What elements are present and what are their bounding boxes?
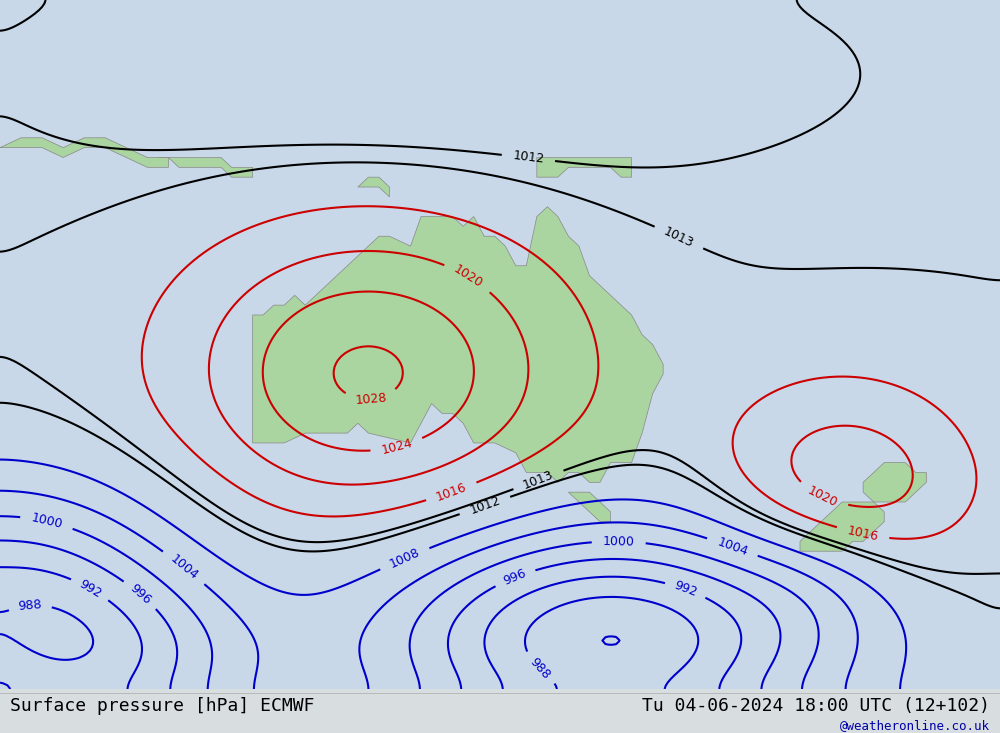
Text: Tu 04-06-2024 18:00 UTC (12+102): Tu 04-06-2024 18:00 UTC (12+102) [642, 696, 990, 715]
Text: 996: 996 [502, 567, 528, 588]
Text: 1012: 1012 [512, 150, 545, 166]
Polygon shape [158, 158, 253, 177]
Text: 1000: 1000 [603, 534, 635, 548]
Polygon shape [863, 463, 926, 502]
Text: 1016: 1016 [846, 524, 880, 543]
Polygon shape [800, 502, 884, 551]
Polygon shape [253, 207, 663, 482]
Text: 988: 988 [18, 598, 43, 613]
Text: 1008: 1008 [387, 546, 422, 571]
Text: 1004: 1004 [715, 535, 750, 559]
Text: Surface pressure [hPa] ECMWF: Surface pressure [hPa] ECMWF [10, 696, 314, 715]
Text: 1000: 1000 [30, 512, 64, 531]
Text: 988: 988 [527, 655, 553, 682]
Text: 1016: 1016 [434, 480, 469, 504]
Text: @weatheronline.co.uk: @weatheronline.co.uk [840, 718, 990, 732]
Text: 1024: 1024 [380, 436, 414, 457]
Polygon shape [0, 138, 168, 167]
Text: 1013: 1013 [662, 225, 696, 250]
Text: 992: 992 [77, 577, 104, 600]
Polygon shape [358, 177, 389, 197]
Text: 1012: 1012 [468, 494, 502, 517]
Text: 1004: 1004 [168, 553, 200, 583]
Text: 1020: 1020 [806, 484, 840, 509]
Polygon shape [537, 158, 632, 177]
Text: 1013: 1013 [521, 468, 556, 492]
Text: 1020: 1020 [451, 263, 485, 291]
Text: 992: 992 [672, 579, 699, 600]
Text: 996: 996 [127, 582, 154, 607]
Polygon shape [568, 492, 611, 522]
Text: 1028: 1028 [355, 391, 388, 407]
